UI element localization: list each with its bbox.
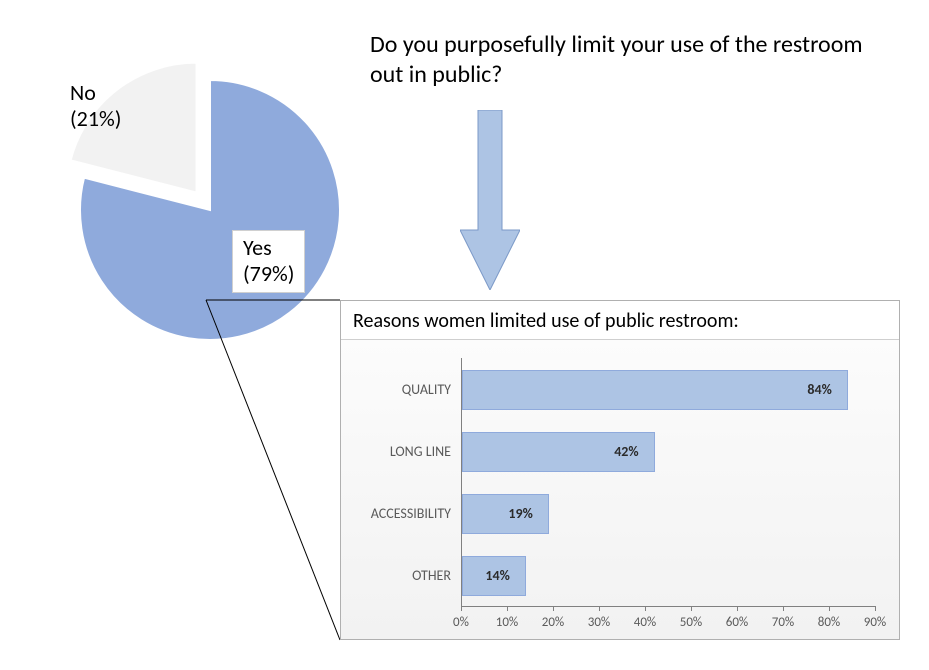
x-tick <box>507 606 508 611</box>
bar-value-label: 42% <box>614 443 638 460</box>
x-tick <box>461 606 462 611</box>
x-tick-label: 10% <box>496 615 518 630</box>
x-tick-label: 20% <box>542 615 564 630</box>
x-tick-label: 60% <box>726 615 748 630</box>
bar-chart-panel: Reasons women limited use of public rest… <box>340 300 900 640</box>
question-text: Do you purposefully limit your use of th… <box>370 30 890 90</box>
x-tick-label: 70% <box>772 615 794 630</box>
x-tick-label: 30% <box>588 615 610 630</box>
bar-chart-plot: 0% 10% 20% 30% 40% 50% 60% 70% 80% 90% QUALITY 84% L… <box>341 340 899 638</box>
bar-category-label: QUALITY <box>341 381 451 398</box>
x-tick <box>599 606 600 611</box>
bar-category-label: ACCESSIBILITY <box>341 505 451 522</box>
pie-label-yes: Yes(79%) <box>232 230 305 293</box>
x-tick-label: 40% <box>634 615 656 630</box>
x-tick-label: 90% <box>864 615 886 630</box>
x-tick <box>553 606 554 611</box>
bar-chart-title: Reasons women limited use of public rest… <box>341 301 899 340</box>
x-tick-label: 0% <box>453 615 469 630</box>
x-tick <box>645 606 646 611</box>
bar-category-label: OTHER <box>341 567 451 584</box>
bar-value-label: 14% <box>485 567 509 584</box>
pie-label-no-text: No(21%) <box>70 79 121 132</box>
pie-label-yes-text: Yes(79%) <box>243 234 294 287</box>
x-tick <box>737 606 738 611</box>
x-tick <box>829 606 830 611</box>
x-tick <box>875 606 876 611</box>
bar <box>462 370 848 410</box>
bar-value-label: 84% <box>807 381 831 398</box>
x-axis-line <box>461 606 875 607</box>
x-tick <box>691 606 692 611</box>
bar <box>462 494 549 534</box>
down-arrow-icon <box>460 110 520 290</box>
bar-value-label: 19% <box>508 505 532 522</box>
x-tick-label: 50% <box>680 615 702 630</box>
bar-category-label: LONG LINE <box>341 443 451 460</box>
x-tick-label: 80% <box>818 615 840 630</box>
pie-label-no: No(21%) <box>70 80 121 133</box>
x-tick <box>783 606 784 611</box>
